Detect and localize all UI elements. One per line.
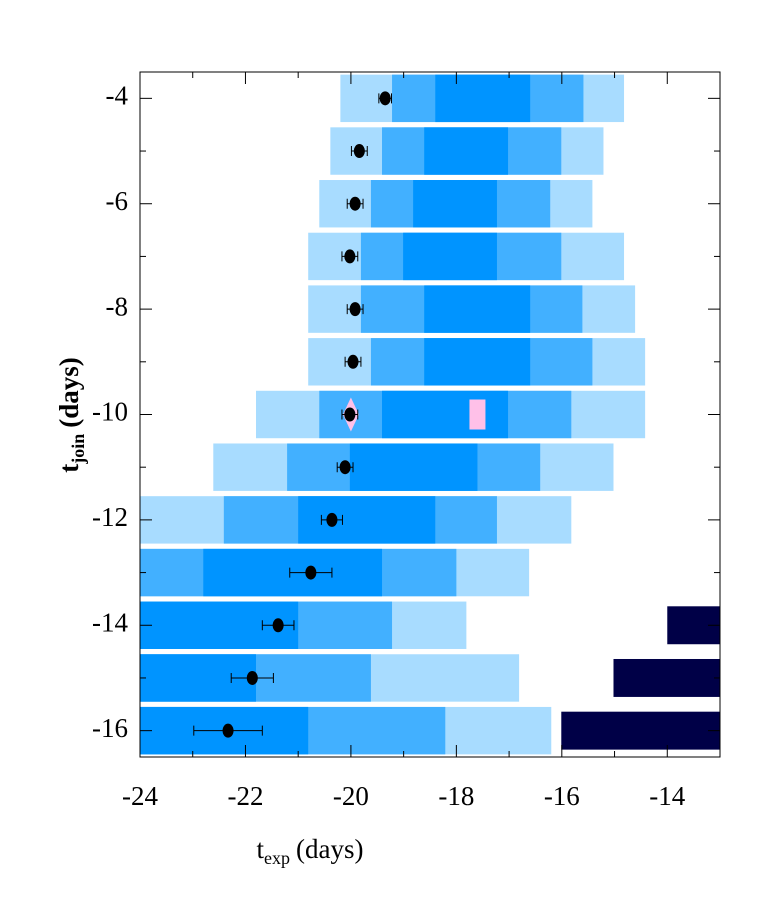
point: [246, 670, 258, 685]
x-tick-label: -20: [333, 781, 369, 811]
point: [353, 144, 365, 159]
y-tick-label: -6: [106, 186, 129, 216]
x-tick-label: -18: [438, 781, 474, 811]
x-axis-label: texp (days): [257, 834, 364, 868]
inner-band: [424, 285, 531, 333]
point: [344, 249, 356, 264]
inner-band: [298, 496, 436, 544]
y-tick-label: -8: [106, 291, 129, 321]
point: [349, 302, 361, 317]
marker: [469, 399, 486, 430]
excluded-band: [561, 711, 720, 750]
inner-band: [403, 232, 497, 281]
x-tick-label: -16: [544, 781, 580, 811]
y-tick-label: -14: [92, 607, 128, 637]
point: [272, 618, 284, 633]
inner-band: [349, 443, 478, 491]
point: [339, 460, 351, 475]
point: [344, 407, 356, 422]
point: [326, 512, 338, 527]
y-tick-label: -16: [92, 713, 128, 743]
y-axis-label: tjoin(days): [54, 357, 88, 473]
inner-band: [435, 74, 531, 123]
point: [305, 565, 317, 580]
y-tick-label: -10: [92, 397, 128, 427]
x-tick-label: -14: [649, 781, 685, 811]
x-tick-label: -22: [227, 781, 263, 811]
point: [222, 723, 234, 738]
point: [349, 196, 361, 211]
y-tick-label: -12: [92, 502, 128, 532]
excluded-band: [613, 658, 720, 697]
x-tick-label: -24: [122, 781, 158, 811]
inner-band: [424, 338, 531, 386]
point: [347, 354, 359, 369]
point: [379, 91, 391, 106]
inner-band: [413, 180, 497, 228]
inner-band: [424, 127, 509, 175]
y-tick-label: -4: [106, 81, 129, 111]
inner-band: [382, 390, 509, 439]
